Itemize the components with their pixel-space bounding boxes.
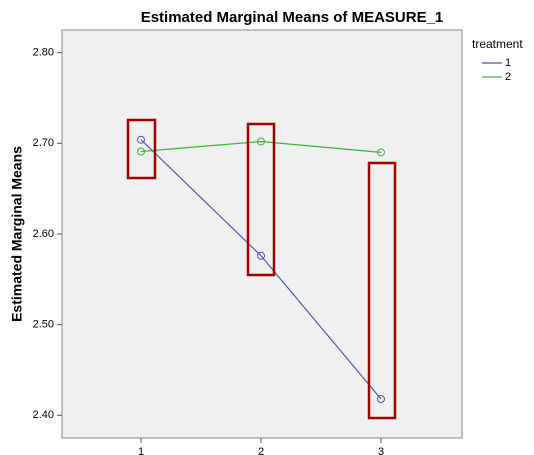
data-point (257, 251, 265, 260)
y-axis-label: Estimated Marginal Means (9, 146, 25, 322)
highlight-box (367, 161, 397, 420)
legend-title: treatment (472, 37, 523, 51)
series-line (140, 140, 382, 153)
x-tick-label: 2 (258, 446, 264, 455)
x-tick-label: 1 (138, 446, 144, 455)
y-tick-label: 2.50 (33, 319, 54, 331)
data-point (137, 147, 145, 156)
highlight-box (126, 118, 157, 180)
chart-title: Estimated Marginal Means of MEASURE_1 (141, 9, 444, 26)
legend-label: 1 (505, 57, 511, 69)
y-tick-label: 2.40 (33, 409, 54, 421)
annotations (126, 118, 397, 420)
x-tick-label: 3 (378, 446, 384, 455)
highlight-box (246, 122, 276, 277)
y-tick-label: 2.60 (33, 228, 54, 240)
data-point (377, 395, 385, 404)
y-tick-label: 2.80 (33, 47, 54, 59)
y-tick-label: 2.70 (33, 137, 54, 149)
data-point (137, 135, 145, 144)
data-point (257, 137, 265, 146)
data-point (377, 148, 385, 157)
series-line (140, 139, 382, 400)
legend-label: 2 (505, 71, 511, 83)
plot-area (61, 29, 463, 439)
